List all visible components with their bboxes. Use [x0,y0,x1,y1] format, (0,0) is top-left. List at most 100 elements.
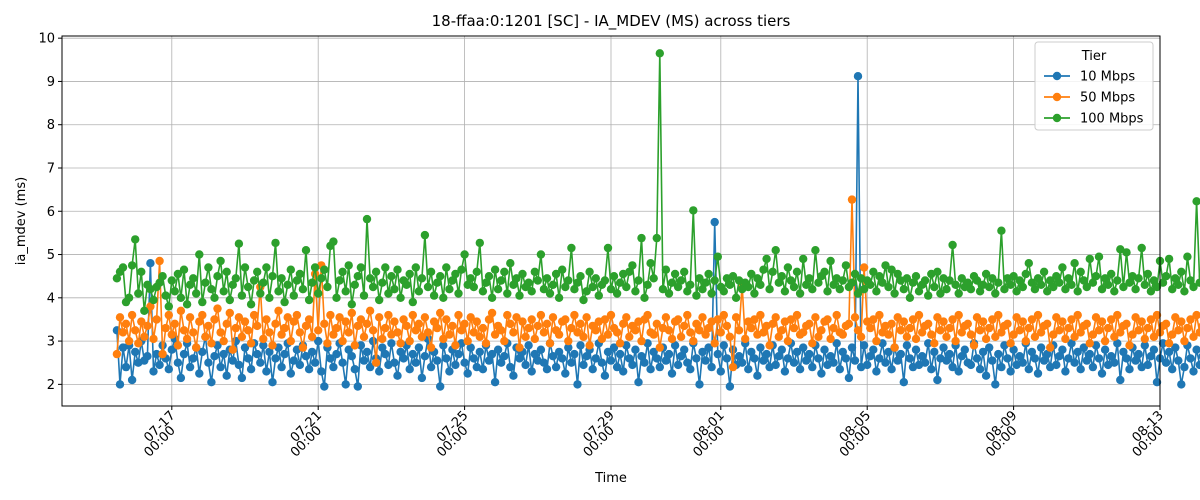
data-point [442,263,451,272]
data-point [1030,285,1040,294]
data-point [1043,319,1052,328]
data-point [182,300,192,309]
data-point [558,265,567,274]
data-point [850,356,860,365]
data-point [994,278,1003,287]
data-point [539,285,549,294]
data-point [524,341,533,350]
data-point [481,339,491,348]
data-point [164,365,173,374]
data-point [994,310,1003,320]
data-point [661,313,671,322]
data-point [829,323,838,333]
data-point [750,289,759,298]
data-point [707,289,716,298]
data-point [439,293,448,302]
data-point [625,267,634,276]
data-point [914,310,924,320]
data-point [1174,356,1183,365]
data-point [728,345,738,354]
data-point [341,380,350,389]
data-point [497,326,506,335]
data-point [222,371,231,380]
data-point [881,261,890,270]
data-point [805,349,814,359]
data-point [954,367,963,376]
data-point [289,317,298,326]
data-point [728,272,738,281]
data-point [1097,317,1107,326]
data-point [1015,276,1024,285]
data-point [490,330,500,339]
data-point [371,267,381,276]
data-point [265,328,274,337]
data-point [411,326,420,335]
data-point [896,326,905,335]
data-point [253,321,262,331]
data-point [783,336,793,346]
data-point [326,354,335,363]
data-point [503,310,512,320]
data-point [1082,356,1092,365]
data-point [192,289,201,298]
y-tick-label: 9 [47,75,55,90]
data-point [246,365,256,374]
data-point [475,347,484,357]
data-point [899,285,908,294]
data-point [170,287,179,296]
data-point [716,328,725,337]
data-point [1039,267,1049,276]
data-point [551,269,561,279]
data-point [844,373,854,383]
data-point [1131,313,1140,322]
data-point [173,341,183,350]
data-point [1046,276,1055,285]
data-point [466,343,475,352]
data-point [359,291,369,300]
data-point [195,317,204,326]
data-point [179,349,189,359]
data-point [1131,285,1140,294]
data-point [307,347,317,357]
data-point [353,321,362,331]
data-point [707,362,716,372]
data-point [207,339,216,348]
data-point [1052,272,1061,281]
data-point [484,356,494,365]
data-point [426,343,436,352]
data-point [442,315,451,324]
data-point [1152,310,1162,320]
data-point [436,308,445,318]
data-point [1134,274,1143,283]
data-point [152,349,161,359]
data-point [1061,285,1070,294]
data-point [884,282,893,292]
data-point [719,287,728,296]
data-point [356,341,366,350]
data-point [887,319,896,328]
data-point [753,371,762,380]
data-point [683,310,692,320]
data-point [1168,285,1177,294]
data-point [887,365,896,374]
data-point [619,367,628,376]
data-point [1177,317,1186,326]
data-point [832,339,841,348]
data-point [576,319,585,328]
data-point [570,285,579,294]
data-point [515,291,524,300]
data-point [609,343,619,352]
legend-swatch-marker [1052,113,1062,123]
data-point [201,332,210,341]
data-point [304,295,314,305]
data-point [1018,317,1027,326]
data-point [338,336,347,346]
data-point [676,276,686,285]
data-point [1064,323,1073,333]
data-point [414,319,424,328]
data-point [234,313,244,322]
data-point [1146,287,1156,296]
data-point [225,308,234,318]
data-point [387,339,396,348]
